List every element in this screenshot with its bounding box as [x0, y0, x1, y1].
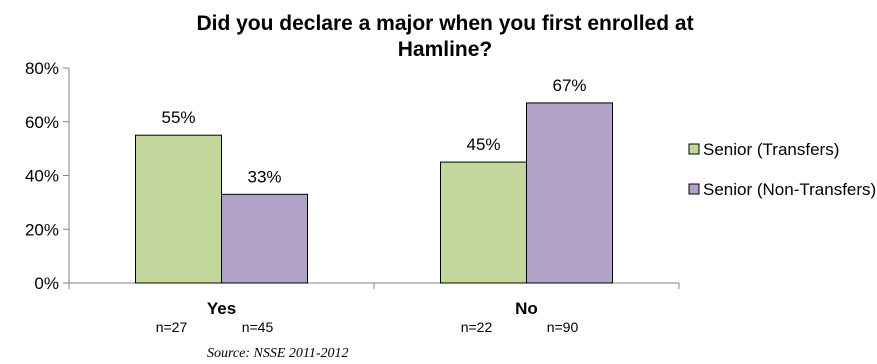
category-note: n=27: [156, 319, 188, 335]
data-label: 67%: [552, 76, 586, 95]
data-label: 45%: [466, 135, 500, 154]
category-note: n=45: [242, 319, 274, 335]
y-tick-label: 60%: [25, 113, 59, 132]
legend-label: Senior (Transfers): [703, 140, 839, 159]
x-tick-label: No: [515, 299, 538, 318]
category-note: n=22: [461, 319, 493, 335]
chart-title-line-1: Did you declare a major when you first e…: [196, 12, 693, 35]
bar: [221, 193, 308, 284]
x-tick-label: Yes: [207, 299, 236, 318]
bar: [135, 134, 222, 284]
bar: [440, 161, 527, 284]
legend-swatch: [688, 183, 700, 195]
chart-title-line-2: Hamline?: [398, 38, 493, 61]
data-label: 55%: [161, 108, 195, 127]
category-note: n=90: [547, 319, 579, 335]
y-tick-label: 20%: [25, 220, 59, 239]
legend: Senior (Transfers) Senior (Non-Transfers): [688, 140, 876, 199]
legend-label: Senior (Non-Transfers): [703, 180, 876, 199]
y-tick-label: 40%: [25, 167, 59, 186]
y-tick-label: 80%: [25, 59, 59, 78]
data-label: 33%: [247, 167, 281, 186]
source-note: Source: NSSE 2011-2012: [207, 346, 349, 361]
legend-swatch: [688, 143, 700, 155]
plot-area: 0% 20% 40% 60% 80% 55% n=27 33% n=45 Yes 45% n=22 67…: [25, 59, 680, 335]
bar: [526, 102, 613, 284]
y-tick-label: 0%: [34, 274, 59, 293]
